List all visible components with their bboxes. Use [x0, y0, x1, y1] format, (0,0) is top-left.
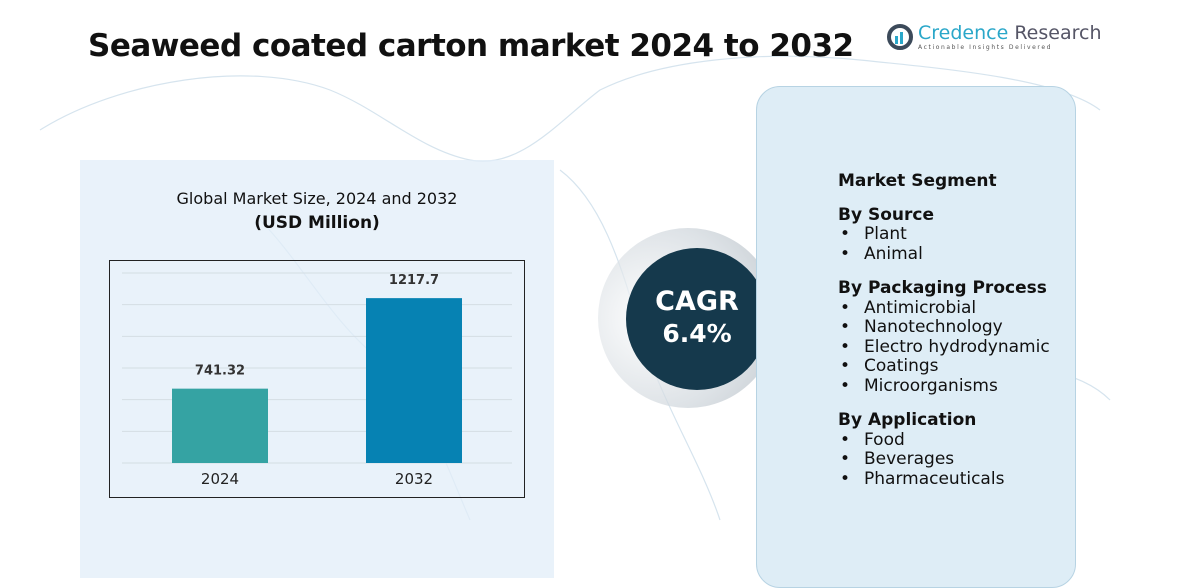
x-tick-label: 2032 [395, 470, 433, 488]
x-tick-label: 2024 [201, 470, 239, 488]
segment-group-title: By Packaging Process [838, 278, 1047, 298]
logo-name: Credence [918, 22, 1009, 44]
segment-item: Microorganisms [838, 376, 1050, 397]
credence-research-logo: Credence Research Actionable Insights De… [886, 22, 1101, 51]
segment-item: Nanotechnology [838, 317, 1050, 338]
segment-group-title: By Source [838, 204, 934, 225]
bar-chart: 741.32 2024 1217.7 2032 [122, 272, 512, 488]
data-label: 1217.7 [389, 273, 439, 288]
cagr-label: CAGR [655, 286, 739, 317]
chart-panel [80, 160, 554, 578]
page-title: Seaweed coated carton market 2024 to 203… [88, 28, 854, 64]
logo-tagline: Actionable Insights Delivered [918, 44, 1053, 51]
segment-heading: Market Segment [838, 171, 997, 191]
segment-item: Animal [838, 244, 1050, 265]
segment-group-title: By Application [838, 410, 977, 430]
market-segment-list: Market Segment By SourcePlantAnimal By Pa… [838, 171, 1050, 490]
chart-frame: 741.32 2024 1217.7 2032 [109, 260, 525, 498]
segment-item: Plant [838, 224, 1050, 245]
segment-item: Pharmaceuticals [838, 469, 1050, 490]
segment-item: Coatings [838, 356, 1050, 377]
cagr-badge: CAGR 6.4% [626, 248, 768, 390]
segment-item: Food [838, 430, 1050, 451]
bar-2024 [172, 388, 268, 463]
cagr-value: 6.4% [662, 319, 732, 348]
segment-item: Electro hydrodynamic [838, 337, 1050, 358]
chart-subtitle: (USD Million) [254, 213, 380, 233]
bar-2032 [366, 298, 462, 463]
segment-item: Antimicrobial [838, 298, 1050, 319]
data-label: 741.32 [195, 364, 245, 379]
segment-item: Beverages [838, 449, 1050, 470]
chart-title: Global Market Size, 2024 and 2032 [176, 189, 458, 208]
logo-name-2: Research [1014, 22, 1102, 44]
logo-icon [887, 23, 913, 50]
